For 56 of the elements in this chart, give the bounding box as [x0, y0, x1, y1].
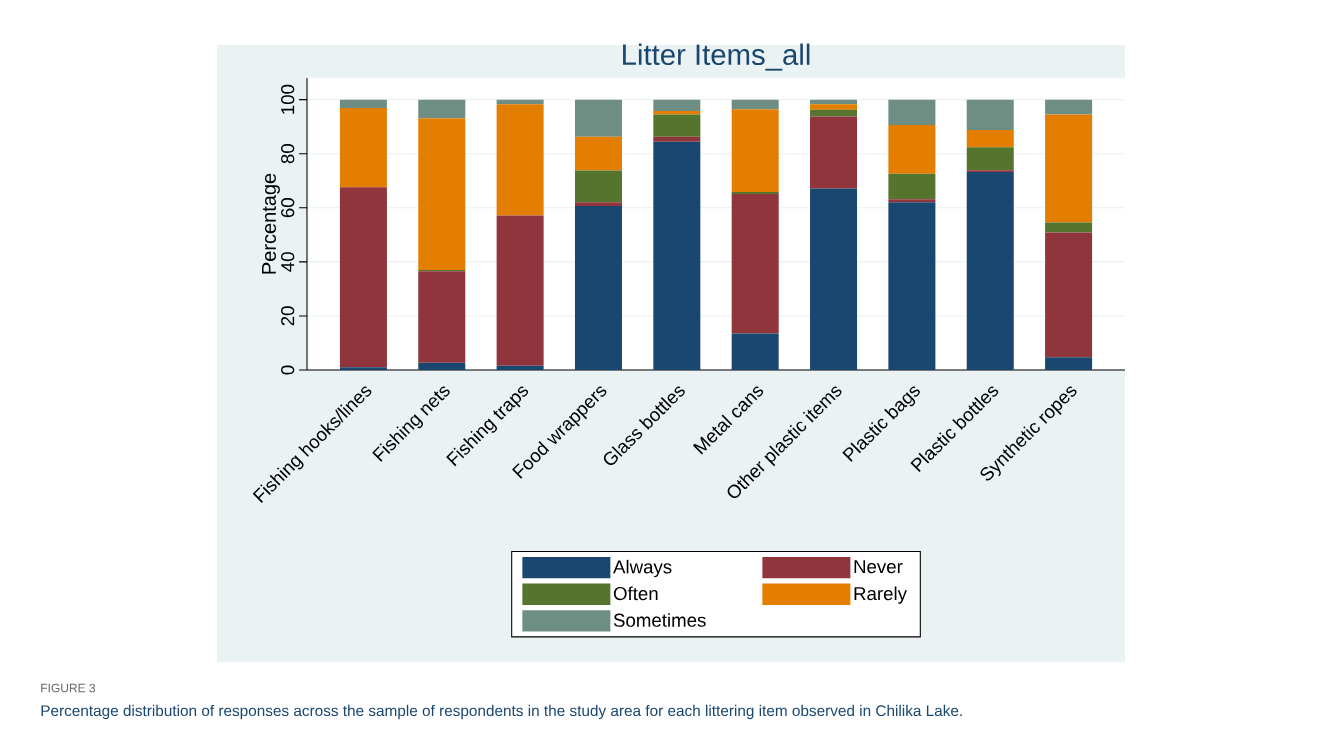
- bar: [1045, 114, 1093, 223]
- legend-label: Sometimes: [613, 613, 706, 627]
- chart-title: Litter Items_all: [623, 43, 810, 71]
- bar: [339, 367, 387, 370]
- bar: [888, 99, 936, 126]
- bar: [731, 193, 779, 334]
- bar: [888, 199, 936, 203]
- bar: [418, 118, 466, 270]
- bar: [496, 215, 544, 366]
- bar: [1045, 232, 1093, 358]
- legend-label: Rarely: [854, 586, 907, 604]
- y-tick-label: 60: [281, 198, 295, 218]
- bar: [574, 99, 622, 137]
- bar: [966, 99, 1014, 130]
- bar: [496, 104, 544, 216]
- y-tick-label: 40: [281, 252, 295, 272]
- bar: [339, 99, 387, 109]
- bar: [418, 362, 466, 370]
- bar: [966, 147, 1014, 171]
- y-tick-label: 20: [281, 306, 295, 326]
- legend-label: Always: [613, 559, 672, 578]
- bar: [731, 333, 779, 370]
- bar: [574, 205, 622, 370]
- bar: [888, 125, 936, 174]
- legend-label: Often: [613, 586, 658, 601]
- y-tick-label: 100: [281, 84, 295, 114]
- bar: [731, 99, 779, 110]
- bar: [339, 187, 387, 368]
- bar: [810, 188, 858, 370]
- legend-label: Never: [854, 560, 903, 574]
- bar: [496, 365, 544, 370]
- bar: [653, 136, 701, 142]
- bar: [574, 202, 622, 206]
- bar: [888, 202, 936, 370]
- caption: FIGURE 3: [41, 683, 96, 693]
- bar: [653, 141, 701, 370]
- bar: [574, 170, 622, 203]
- bar: [966, 172, 1014, 370]
- bar: [418, 271, 466, 363]
- y-tick-label: 0: [281, 365, 295, 375]
- bar: [1045, 222, 1093, 233]
- bar: [966, 129, 1014, 148]
- text: Percentage distribution of responses across the sample of respondents in the study area for each littering item observed in Chilika Lake.: [41, 704, 962, 720]
- bar: [339, 108, 387, 188]
- bar: [810, 104, 858, 110]
- y-axis-title: Percentage: [262, 173, 280, 274]
- bar: [418, 99, 466, 119]
- bar: [888, 173, 936, 200]
- bar: [653, 99, 701, 111]
- bar: [810, 116, 858, 189]
- y-tick-label: 80: [281, 144, 295, 164]
- bar: [731, 109, 779, 193]
- bar: [653, 114, 701, 137]
- bar: [574, 136, 622, 171]
- bar: [1045, 99, 1093, 115]
- bar: [1045, 357, 1093, 370]
